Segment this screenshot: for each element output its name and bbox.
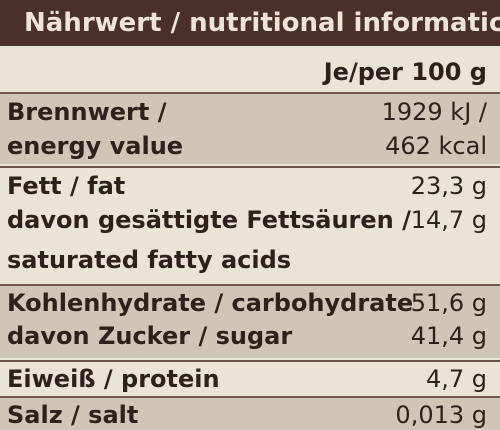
- nutrient-name: Salz / salt: [7, 401, 139, 429]
- nutrient-row-energy: Brennwert / energy value 1929 kJ / 462 k…: [0, 92, 500, 164]
- nutrient-row-carbohydrate: Kohlenhydrate / carbohydrate 51,6 g: [0, 284, 500, 318]
- nutrient-value: 4,7 g: [425, 365, 487, 393]
- nutrient-name: Kohlenhydrate / carbohydrate: [7, 289, 414, 317]
- nutrient-value: 0,013 g: [395, 401, 487, 429]
- nutrient-value-secondary: 462 kcal: [385, 132, 487, 160]
- nutrient-value: 41,4 g: [410, 322, 487, 350]
- nutrient-value: 1929 kJ /: [381, 98, 487, 126]
- nutrient-name-secondary: saturated fatty acids: [7, 246, 292, 274]
- nutrient-row-protein: Eiweiß / protein 4,7 g: [0, 360, 500, 394]
- nutrient-row-salt: Salz / salt 0,013 g: [0, 396, 500, 430]
- nutrition-header: Nährwert / nutritional information: [0, 0, 500, 46]
- nutrient-name: davon Zucker / sugar: [7, 322, 293, 350]
- nutrient-row-fat: Fett / fat 23,3 g: [0, 166, 500, 200]
- nutrient-name: davon gesättigte Fettsäuren /: [7, 206, 411, 234]
- nutrient-row-saturated-fat: davon gesättigte Fettsäuren / saturated …: [0, 200, 500, 282]
- nutrient-name-secondary: energy value: [7, 132, 184, 160]
- nutrient-value: 51,6 g: [410, 289, 487, 317]
- nutrient-value: 23,3 g: [410, 172, 487, 200]
- per-100g-heading: Je/per 100 g: [323, 58, 487, 86]
- nutrient-name: Eiweiß / protein: [7, 365, 220, 393]
- nutrient-name: Fett / fat: [7, 172, 126, 200]
- nutrient-row-sugar: davon Zucker / sugar 41,4 g: [0, 318, 500, 358]
- nutrient-value: 14,7 g: [410, 206, 487, 234]
- nutrition-title: Nährwert / nutritional information: [24, 8, 500, 38]
- nutrient-name: Brennwert /: [7, 98, 167, 126]
- per-100g-row: Je/per 100 g: [0, 54, 500, 90]
